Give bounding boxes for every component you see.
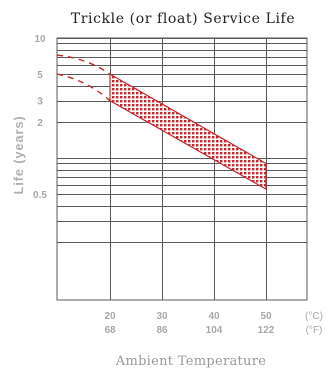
y-tick-label: 10 <box>34 34 46 45</box>
x-tick-labels: 20 68 30 86 40 104 50 122 <box>104 311 274 336</box>
life-band <box>56 54 267 191</box>
plot-frame <box>56 37 308 301</box>
x-tick-label-fahrenheit: 122 <box>258 325 275 336</box>
y-tick-labels: 10 5 3 2 0.5 <box>33 34 47 201</box>
lower-extrapolation-line <box>56 73 111 102</box>
gridlines <box>57 38 307 300</box>
y-tick-label: 3 <box>37 97 43 108</box>
y-tick-label: 5 <box>37 70 43 81</box>
x-unit-fahrenheit: (°F) <box>306 325 323 336</box>
x-tick-label-fahrenheit: 86 <box>156 325 168 336</box>
x-tick-label-celsius: 30 <box>156 311 168 322</box>
x-tick-label-celsius: 50 <box>260 311 272 322</box>
x-tick-label-fahrenheit: 68 <box>104 325 116 336</box>
x-axis-label: Ambient Temperature <box>115 354 266 369</box>
life-band-area <box>109 73 267 191</box>
y-tick-label: 2 <box>37 118 43 129</box>
x-tick-label-fahrenheit: 104 <box>206 325 223 336</box>
x-unit-celsius: (°C) <box>305 311 323 322</box>
y-axis-label: Life (years) <box>11 116 26 195</box>
y-tick-label: 0.5 <box>33 190 47 201</box>
chart-title: Trickle (or float) Service Life <box>71 11 295 27</box>
x-tick-label-celsius: 40 <box>208 311 220 322</box>
x-tick-label-celsius: 20 <box>104 311 116 322</box>
upper-extrapolation-line <box>56 54 111 75</box>
